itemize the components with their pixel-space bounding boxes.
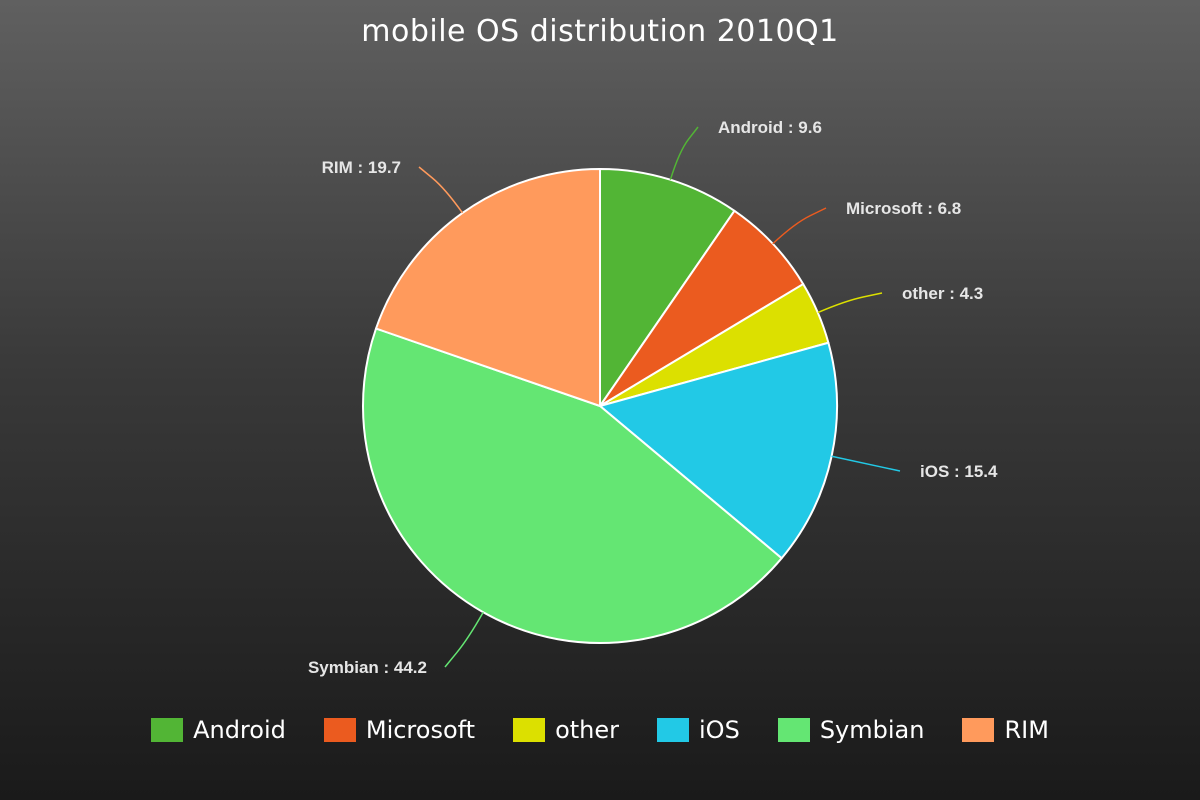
legend-item-other[interactable]: other (513, 716, 619, 744)
legend-label-rim: RIM (1004, 716, 1049, 744)
legend-item-rim[interactable]: RIM (962, 716, 1049, 744)
slice-label-other: other : 4.3 (902, 284, 983, 303)
leader-line-other (817, 292, 883, 314)
legend-item-android[interactable]: Android (151, 716, 286, 744)
legend-swatch-symbian (777, 718, 810, 742)
legend-swatch-rim (962, 718, 995, 742)
pie-slices (362, 168, 838, 644)
legend-label-android: Android (193, 716, 286, 744)
legend: Android Microsoft other iOS Symbian RIM (0, 716, 1200, 744)
legend-swatch-other (513, 718, 546, 742)
leader-line-symbian (444, 611, 484, 668)
leader-line-rim (418, 166, 464, 214)
legend-swatch-android (151, 718, 184, 742)
leader-line-ios (831, 455, 901, 472)
slice-label-microsoft: Microsoft : 6.8 (846, 199, 961, 218)
legend-swatch-ios (657, 718, 690, 742)
legend-item-microsoft[interactable]: Microsoft (323, 716, 476, 744)
pie-slice-android[interactable] (599, 168, 736, 407)
legend-label-other: other (555, 716, 620, 744)
legend-swatch-microsoft (323, 718, 356, 742)
slice-label-android: Android : 9.6 (718, 118, 822, 137)
leader-line-android (669, 126, 699, 180)
legend-item-symbian[interactable]: Symbian (777, 716, 925, 744)
legend-label-microsoft: Microsoft (365, 716, 476, 744)
legend-label-ios: iOS (699, 716, 740, 744)
legend-item-ios[interactable]: iOS (657, 716, 740, 744)
slice-label-ios: iOS : 15.4 (920, 462, 998, 481)
leader-line-microsoft (772, 207, 827, 245)
slice-label-rim: RIM : 19.7 (322, 158, 401, 177)
slice-label-symbian: Symbian : 44.2 (308, 658, 427, 677)
legend-label-symbian: Symbian (819, 716, 925, 744)
leader-lines (418, 126, 901, 668)
chart-title: mobile OS distribution 2010Q1 (361, 14, 839, 49)
pie-slice-rim[interactable] (375, 168, 601, 407)
slice-labels: Android : 9.6 Microsoft : 6.8 other : 4.3 i… (308, 118, 998, 677)
